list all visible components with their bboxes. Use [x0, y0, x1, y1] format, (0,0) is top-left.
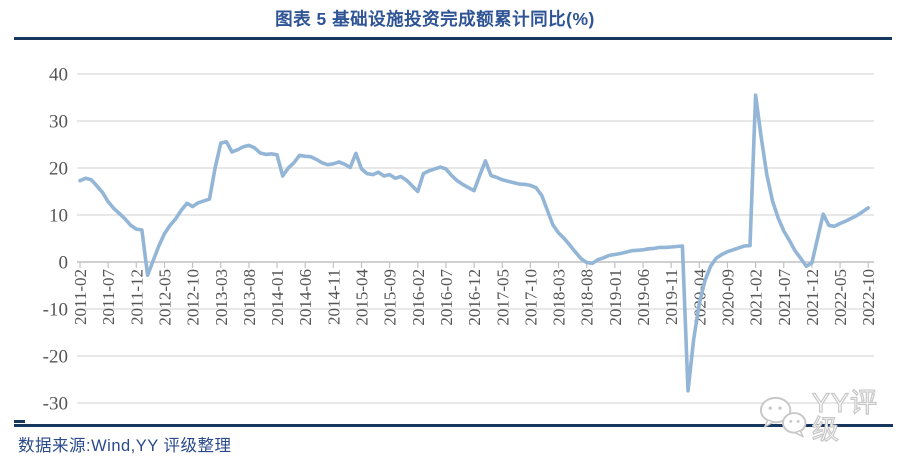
x-tick-label: 2014-06	[296, 269, 315, 326]
wechat-bubbles-icon	[759, 396, 807, 438]
x-tick-label: 2011-07	[99, 269, 118, 326]
x-tick-label: 2012-05	[155, 269, 174, 326]
x-tick-label: 2015-04	[353, 269, 372, 326]
x-tick-label: 2019-11	[662, 269, 681, 325]
x-tick-label: 2019-01	[606, 269, 625, 326]
watermark: YY评级	[758, 388, 904, 445]
source-note: 数据来源:Wind,YY 评级整理	[18, 437, 232, 455]
footer-divider-nub	[14, 420, 25, 423]
watermark-label: YY评级	[811, 388, 878, 445]
x-tick-label: 2018-08	[578, 269, 597, 326]
title-divider-rule	[14, 37, 892, 40]
x-tick-label: 2018-03	[550, 269, 569, 326]
x-tick-label: 2014-11	[324, 269, 343, 325]
y-tick-label: 40	[49, 65, 68, 86]
x-tick-label: 2013-03	[212, 269, 231, 326]
y-tick-label: -10	[43, 300, 68, 321]
x-tick-label: 2022-10	[859, 269, 878, 326]
y-tick-label: 30	[49, 112, 68, 133]
x-tick-label: 2016-12	[465, 269, 484, 326]
series-line	[78, 93, 871, 393]
y-tick-label: -30	[43, 394, 68, 415]
figure-title: 图表 5 基础设施投资完成额累计同比(%)	[275, 9, 595, 29]
x-tick-label: 2022-05	[831, 269, 850, 326]
x-tick-label: 2020-09	[718, 269, 737, 326]
x-tick-label: 2011-12	[127, 269, 146, 325]
footer-divider-rule	[14, 424, 893, 427]
x-tick-label: 2016-07	[437, 269, 456, 326]
x-tick-label: 2021-02	[747, 269, 766, 326]
x-tick-label: 2021-12	[803, 269, 822, 326]
x-tick-label: 2011-02	[71, 269, 90, 325]
x-tick-label: 2019-06	[634, 269, 653, 326]
x-tick-label: 2017-05	[493, 269, 512, 326]
x-tick-label: 2021-07	[775, 269, 794, 326]
x-tick-label: 2013-08	[240, 269, 259, 326]
x-tick-label: 2017-10	[521, 269, 540, 326]
y-tick-label: -20	[43, 347, 68, 368]
y-tick-label: 0	[59, 253, 69, 274]
y-tick-label: 10	[49, 206, 68, 227]
x-tick-label: 2015-09	[381, 269, 400, 326]
x-tick-label: 2012-10	[184, 269, 203, 326]
x-tick-label: 2014-01	[268, 269, 287, 326]
x-tick-label: 2016-02	[409, 269, 428, 326]
y-tick-label: 20	[49, 159, 68, 180]
